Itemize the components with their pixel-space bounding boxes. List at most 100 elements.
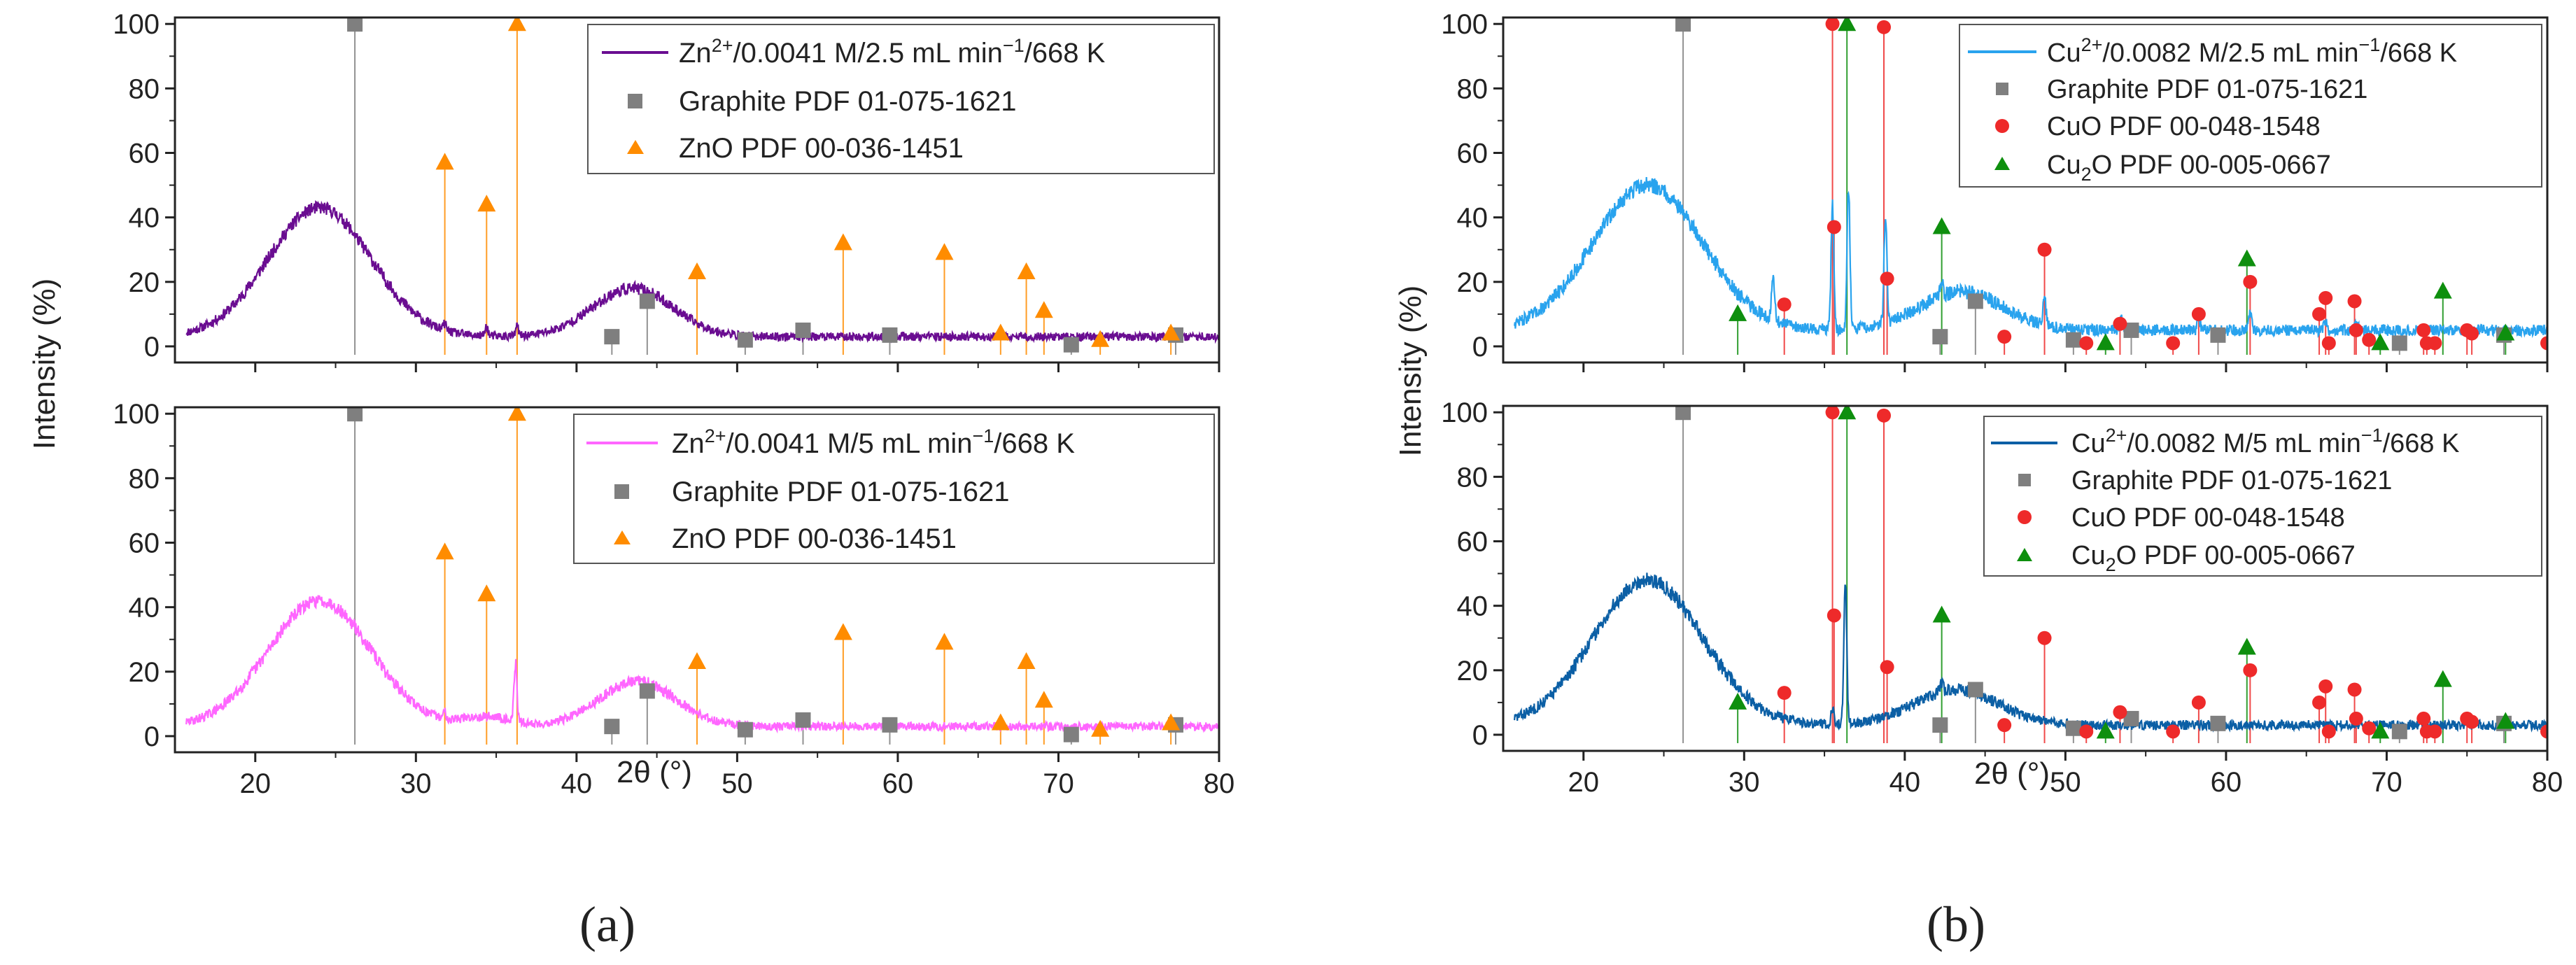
legend-ref1-a-bottom: Graphite PDF 01-075-1621 xyxy=(672,477,1010,507)
ytick-label-a-top-0: 0 xyxy=(144,332,160,362)
panel-a: Intensity (%) 2θ (°) (a) 0 20 40 60 80 100 Zn… xyxy=(27,9,1234,952)
cuo-marker-b-bottom-12 xyxy=(2312,695,2327,710)
cuo-marker-b-bottom-15 xyxy=(2347,682,2362,697)
cu2o-marker-b-bottom-7 xyxy=(2496,712,2515,729)
cu2o-marker-b-bottom-5 xyxy=(2371,721,2390,739)
zno-marker-a-top-6 xyxy=(991,323,1010,341)
cuo-marker-b-top-4 xyxy=(1880,272,1894,286)
cuo-marker-b-top-16 xyxy=(2349,323,2363,337)
cu2o-marker-b-top-0 xyxy=(1729,304,1747,321)
legend-ref3-b-bottom: Cu2O PDF 00-005-0667 xyxy=(2071,541,2356,575)
plot-frame-b-bottom xyxy=(1502,404,2549,752)
xtick-label-a-bottom-5: 70 xyxy=(1043,768,1074,799)
zno-marker-a-bottom-6 xyxy=(991,713,1010,731)
ytick-label-b-bottom-4: 80 xyxy=(1457,462,1488,493)
cuo-marker-b-top-10 xyxy=(2191,307,2206,321)
ytick-label-a-top-4: 80 xyxy=(129,73,160,104)
plot-area-b-top xyxy=(1514,17,2547,355)
cuo-marker-b-top-7 xyxy=(2079,336,2094,351)
cuo-marker-b-top-13 xyxy=(2318,290,2333,305)
ytick-label-b-bottom-3: 60 xyxy=(1457,527,1488,558)
cuo-marker-b-bottom-16 xyxy=(2349,711,2363,726)
subplot-b-top: 0 20 40 60 80 100 Cu2+/0.0082 M/2.5 mL min−1/… xyxy=(1441,9,2549,372)
legend-box-a-bottom xyxy=(573,414,1215,564)
cuo-marker-b-bottom-8 xyxy=(2113,705,2127,719)
plot-content-a-bottom xyxy=(185,407,1219,745)
cuo-marker-b-bottom-13 xyxy=(2318,679,2333,693)
axes-b-bottom: 0 20 40 60 80 100 20 30 40 50 60 70 80 xyxy=(1441,397,2563,798)
legend-b-bottom: Cu2+/0.0082 M/5 mL min−1/668 K Graphite … xyxy=(1983,416,2542,577)
xtick-label-a-bottom-2: 40 xyxy=(561,768,593,799)
graphite-marker-a-top-0 xyxy=(347,17,363,32)
graphite-marker-a-bottom-4 xyxy=(795,712,811,728)
axes-a-top: 0 20 40 60 80 100 xyxy=(113,9,1220,372)
xtick-label-b-bottom-4: 60 xyxy=(2211,767,2242,798)
cu2o-marker-b-top-3 xyxy=(2096,333,2115,351)
legend-ref3-b-top: Cu2O PDF 00-005-0667 xyxy=(2047,150,2331,185)
ytick-label-a-top-2: 40 xyxy=(129,203,160,234)
plot-frame-b-top xyxy=(1502,16,2549,364)
graphite-marker-a-top-3 xyxy=(737,332,753,348)
zno-marker-a-bottom-0 xyxy=(435,542,454,560)
xtick-label-b-bottom-2: 40 xyxy=(1889,767,1921,798)
zno-marker-a-top-2 xyxy=(507,17,526,31)
panel-a-label: (a) xyxy=(579,896,635,952)
graphite-marker-b-bottom-4 xyxy=(2123,710,2139,726)
plot-area-a-bottom xyxy=(185,407,1219,745)
graphite-marker-a-bottom-3 xyxy=(737,721,753,738)
graphite-marker-a-top-5 xyxy=(882,327,898,343)
cuo-marker-b-top-9 xyxy=(2166,336,2181,351)
cuo-marker-b-top-2 xyxy=(1827,220,1841,234)
legend-series-a-bottom: Zn2+/0.0041 M/5 mL min−1/668 K xyxy=(672,425,1075,459)
cu2o-marker-b-bottom-0 xyxy=(1729,692,1747,710)
ytick-label-b-top-2: 40 xyxy=(1457,203,1488,234)
zno-marker-a-bottom-4 xyxy=(833,623,852,640)
ytick-label-a-bottom-1: 20 xyxy=(129,657,160,688)
plot-content-b-bottom xyxy=(1514,406,2547,743)
graphite-marker-b-bottom-0 xyxy=(1675,406,1691,421)
cu2o-marker-b-bottom-6 xyxy=(2433,670,2452,687)
zno-marker-a-top-7 xyxy=(1017,262,1036,279)
zno-marker-a-top-4 xyxy=(833,233,852,251)
ytick-label-b-bottom-5: 100 xyxy=(1441,397,1488,428)
graphite-marker-b-bottom-1 xyxy=(1932,717,1948,733)
cuo-marker-b-bottom-5 xyxy=(1997,718,2012,733)
graphite-marker-a-top-1 xyxy=(604,329,620,345)
graphite-marker-a-bottom-0 xyxy=(347,407,363,422)
cuo-marker-b-bottom-10 xyxy=(2191,695,2206,710)
graphite-marker-a-top-4 xyxy=(795,322,811,338)
legend-ref2-a-bottom: ZnO PDF 00-036-1451 xyxy=(672,523,957,554)
graphite-marker-a-top-6 xyxy=(1063,337,1079,353)
zno-marker-a-bottom-3 xyxy=(688,651,706,669)
zno-marker-a-bottom-10 xyxy=(1162,713,1181,731)
cuo-marker-b-top-15 xyxy=(2347,294,2362,309)
zno-marker-a-bottom-5 xyxy=(935,633,954,650)
ytick-label-a-top-3: 60 xyxy=(129,139,160,169)
cuo-marker-b-top-0 xyxy=(1777,297,1792,312)
cu2o-marker-b-bottom-2 xyxy=(1932,605,1951,623)
xtick-label-a-bottom-3: 50 xyxy=(722,768,753,799)
plot-frame-a-bottom xyxy=(174,406,1220,754)
graphite-marker-b-bottom-2 xyxy=(1967,682,1983,698)
xtick-label-b-bottom-3: 50 xyxy=(2050,767,2081,798)
legend-series-a-top: Zn2+/0.0041 M/2.5 mL min−1/668 K xyxy=(679,35,1106,69)
series-line-a-bottom xyxy=(185,595,1219,734)
ytick-label-a-top-1: 20 xyxy=(129,267,160,298)
graphite-marker-b-top-1 xyxy=(1932,329,1948,345)
axes-a-bottom: 0 20 40 60 80 100 20 30 40 50 60 70 80 xyxy=(113,399,1234,799)
ytick-label-b-bottom-1: 20 xyxy=(1457,656,1488,686)
panel-a-ylabel: Intensity (%) xyxy=(27,279,62,450)
xtick-label-a-bottom-1: 30 xyxy=(400,768,432,799)
legend-ref1-b-top: Graphite PDF 01-075-1621 xyxy=(2047,75,2367,104)
ytick-label-b-bottom-0: 0 xyxy=(1472,720,1488,751)
subplot-a-top: 0 20 40 60 80 100 Zn2+/0.0041 M/2.5 mL min−1/… xyxy=(113,9,1220,372)
graphite-marker-a-top-2 xyxy=(639,293,655,309)
plot-frame-a-top xyxy=(174,16,1220,364)
cuo-marker-b-top-3 xyxy=(1877,20,1892,34)
plot-area-b-bottom xyxy=(1514,406,2547,743)
cu2o-marker-b-top-6 xyxy=(2433,281,2452,299)
cu2o-marker-b-top-5 xyxy=(2371,333,2390,351)
legend-marker-zno-a-bottom xyxy=(614,530,631,544)
cuo-marker-b-top-11 xyxy=(2243,274,2258,289)
cu2o-marker-b-bottom-4 xyxy=(2237,638,2256,655)
